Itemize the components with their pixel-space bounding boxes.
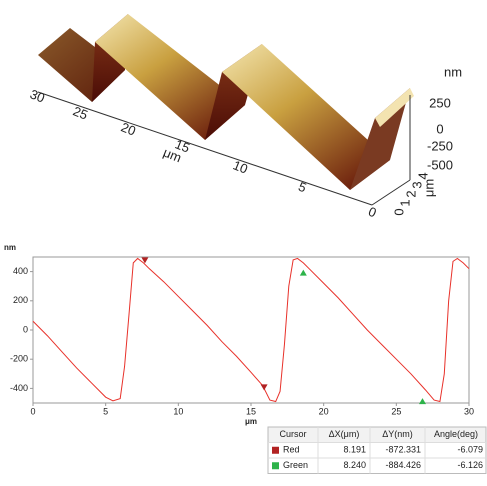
surface-x-tick: 30 xyxy=(28,86,47,105)
surface-z-tick: -250 xyxy=(427,138,453,153)
y-tick-label: -200 xyxy=(10,354,28,364)
surface-facet xyxy=(222,44,390,190)
x-tick-label: 30 xyxy=(464,406,474,416)
x-tick-label: 5 xyxy=(103,406,108,416)
x-axis-label: μm xyxy=(245,417,257,426)
y-tick-label: 400 xyxy=(13,266,28,276)
surface-y-tick: 4 xyxy=(415,172,430,179)
surface-facet xyxy=(350,88,410,190)
surface-axis xyxy=(37,91,373,206)
y-tick-label: -400 xyxy=(10,383,28,393)
surface-x-tick: 15 xyxy=(173,136,192,155)
table-header: Cursor xyxy=(279,429,306,439)
table-cell: -872.331 xyxy=(385,445,421,455)
x-tick-label: 15 xyxy=(246,406,256,416)
x-tick-label: 25 xyxy=(391,406,401,416)
table-cell: 8.191 xyxy=(343,445,366,455)
table-cell: -6.079 xyxy=(457,445,483,455)
surface-axis xyxy=(371,179,411,206)
surface-render xyxy=(37,14,414,206)
surface-x-tick: 5 xyxy=(296,179,308,196)
cursor-swatch xyxy=(272,462,279,470)
table-cell: Green xyxy=(283,460,308,470)
surface-facet xyxy=(95,14,245,140)
cursor-swatch xyxy=(272,446,279,454)
surface-y-tick: 0 xyxy=(391,208,406,215)
surface-x-tick: 0 xyxy=(366,204,378,221)
surface-y-tick: 1 xyxy=(397,199,412,206)
table-cell: -884.426 xyxy=(385,460,421,470)
y-tick-label: 0 xyxy=(23,324,28,334)
surface-y-label: μm xyxy=(421,179,436,197)
plot-frame xyxy=(32,256,470,404)
surface-x-tick: 10 xyxy=(231,157,250,176)
cursor-marker xyxy=(299,269,307,276)
surface-z-tick: -500 xyxy=(427,157,453,172)
surface-y-tick: 2 xyxy=(403,190,418,197)
surface-x-tick: 20 xyxy=(119,119,138,138)
table-header: ΔX(μm) xyxy=(329,429,360,439)
surface-facet xyxy=(375,88,414,127)
cursor-table: Cursor ΔX(μm) ΔY(nm) Angle(deg) Red 8.191 -872… xyxy=(267,426,487,474)
x-tick-label: 0 xyxy=(30,406,35,416)
surface-z-tick: 250 xyxy=(429,95,451,110)
profile-chart: nm μm -400 -200 0 200 400 0 5 10 15 20 25 30 xyxy=(4,243,474,426)
table-cell: 8.240 xyxy=(343,460,366,470)
surface-x-label: μm xyxy=(161,145,184,166)
surface-z-label: nm xyxy=(444,64,462,79)
table-cell: Red xyxy=(283,445,300,455)
y-axis-label: nm xyxy=(4,243,16,252)
table-cell: -6.126 xyxy=(457,460,483,470)
cursor-marker xyxy=(260,384,268,391)
profile-line xyxy=(32,257,470,403)
cursor-marker xyxy=(418,398,426,405)
y-tick-label: 200 xyxy=(13,295,28,305)
x-tick-label: 10 xyxy=(173,406,183,416)
cursor-marker xyxy=(141,257,149,264)
surface-z-tick: 0 xyxy=(436,121,443,136)
x-tick-label: 20 xyxy=(319,406,329,416)
surface-x-tick: 25 xyxy=(71,103,90,122)
surface-y-tick: 3 xyxy=(409,181,424,188)
table-header: ΔY(nm) xyxy=(382,429,413,439)
table-header: Angle(deg) xyxy=(434,429,478,439)
